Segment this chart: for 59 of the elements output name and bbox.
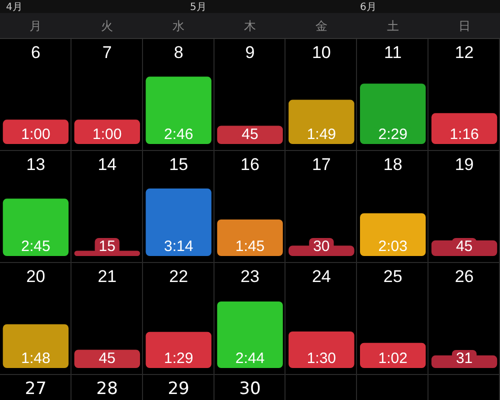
data-label: 2:03	[378, 238, 408, 255]
text: 29	[166, 379, 190, 399]
data-label: 45	[98, 350, 116, 367]
text: 日	[457, 18, 472, 35]
data-label: 2:46	[164, 126, 194, 143]
bar	[217, 301, 283, 368]
data-label: 45	[456, 238, 473, 255]
text: 火	[100, 18, 114, 35]
text: 28	[95, 379, 119, 399]
x-tick-label: 13	[26, 155, 46, 174]
data-label: 1:00	[21, 126, 50, 143]
data-label: 15	[98, 238, 116, 255]
x-tick-label: 9	[245, 43, 255, 62]
data-label: 1:49	[306, 126, 336, 143]
x-tick-label: 6	[30, 43, 40, 62]
data-label: 2:29	[378, 126, 408, 143]
x-tick-label: 15	[169, 155, 188, 174]
text: 木	[242, 18, 257, 35]
data-label: 45	[242, 126, 258, 143]
data-label: 2:45	[21, 238, 50, 255]
x-tick-label: 24	[312, 267, 331, 286]
x-tick-label: 18	[383, 155, 402, 174]
bar	[146, 76, 212, 144]
x-tick-label: 10	[312, 43, 331, 62]
x-tick-label: 22	[169, 267, 188, 286]
x-tick-label: 19	[454, 155, 474, 174]
bar	[146, 188, 212, 256]
x-tick-label: 14	[98, 155, 117, 174]
data-label: 1:00	[92, 126, 122, 143]
x-tick-label: 25	[383, 267, 402, 286]
x-tick-label: 21	[98, 267, 117, 286]
data-label: 30	[313, 238, 330, 255]
x-tick-label: 8	[174, 43, 184, 62]
x-tick-label: 17	[312, 155, 331, 174]
data-label: 1:45	[235, 238, 265, 255]
text: 27	[24, 379, 48, 399]
data-label: 3:14	[164, 238, 194, 255]
x-tick-label: 20	[26, 267, 46, 286]
x-tick-label: 12	[454, 43, 474, 62]
x-tick-label: 7	[102, 43, 112, 62]
text: 金	[314, 18, 328, 35]
x-tick-label: 23	[240, 267, 260, 286]
data-label: 31	[456, 350, 473, 367]
text: 5月	[190, 1, 206, 14]
x-tick-label: 26	[454, 267, 474, 286]
x-tick-label: 11	[384, 43, 402, 62]
text: 30	[238, 379, 262, 399]
data-label: 2:44	[235, 350, 265, 367]
data-label: 1:30	[306, 350, 336, 367]
x-tick-label: 16	[240, 155, 260, 174]
text: 4月	[6, 1, 22, 14]
data-label: 1:02	[378, 350, 408, 367]
text: 水	[172, 18, 186, 35]
text: 6月	[360, 1, 376, 14]
text: 土	[386, 18, 400, 35]
data-label: 1:48	[21, 350, 50, 367]
data-label: 1:16	[450, 126, 479, 143]
text: 月	[28, 18, 43, 35]
data-label: 1:29	[164, 350, 194, 367]
